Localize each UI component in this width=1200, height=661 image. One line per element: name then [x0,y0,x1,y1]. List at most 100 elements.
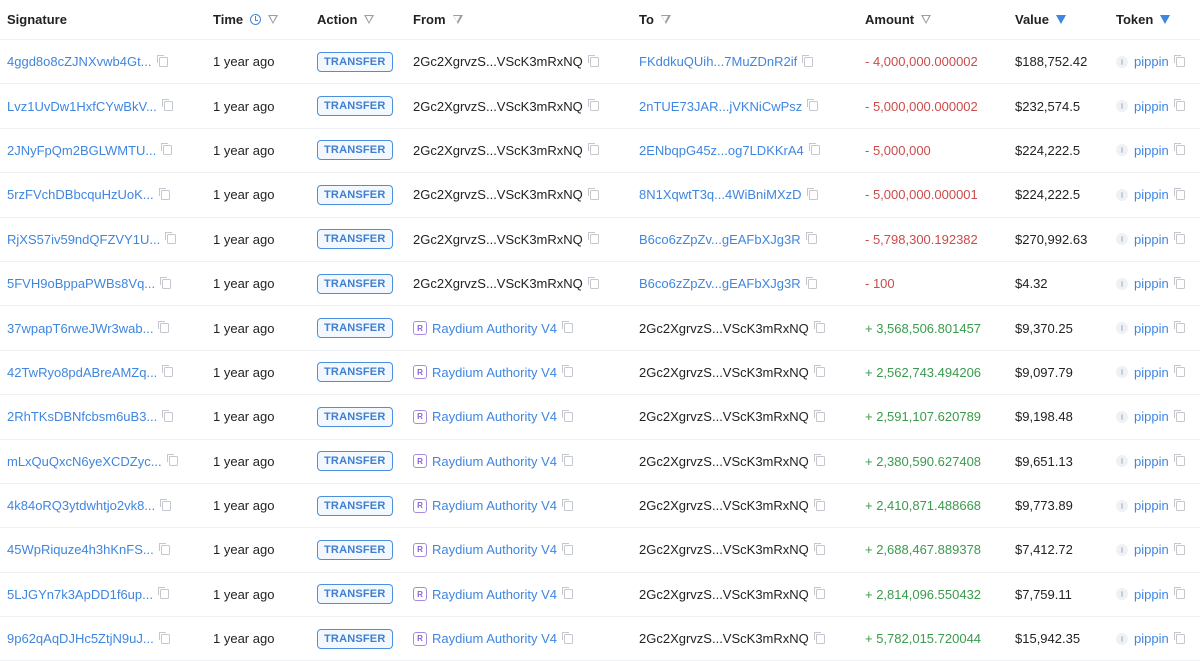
copy-icon[interactable] [160,498,172,511]
token-link[interactable]: pippin [1134,54,1169,70]
to-link[interactable]: 2ENbqpG45z...og7LDKKrA4 [639,142,804,158]
copy-icon[interactable] [1173,542,1185,555]
copy-icon[interactable] [1173,54,1185,67]
copy-icon[interactable] [805,232,817,245]
copy-icon[interactable] [813,631,825,644]
filter-icon[interactable] [364,15,375,24]
from-link[interactable]: Raydium Authority V4 [432,453,558,469]
signature-link[interactable]: 5rzFVchDBbcquHzUoK... [7,187,154,203]
signature-link[interactable]: 2RhTKsDBNfcbsm6uB3... [7,409,158,425]
signature-link[interactable]: mLxQuQxcN6yeXCDZyc... [7,453,162,469]
copy-icon[interactable] [1173,631,1185,644]
copy-icon[interactable] [562,631,574,644]
token-link[interactable]: pippin [1134,142,1169,158]
signature-link[interactable]: 5LJGYn7k3ApDD1f6up... [7,586,153,602]
signature-link[interactable]: 42TwRyo8pdABreAMZq... [7,364,158,380]
copy-icon[interactable] [587,232,599,245]
to-link[interactable]: 8N1XqwtT3q...4WiBniMXzD [639,187,802,203]
copy-icon[interactable] [802,54,814,67]
token-link[interactable]: pippin [1134,586,1169,602]
copy-icon[interactable] [158,631,170,644]
copy-icon[interactable] [562,409,574,422]
filter-icon[interactable] [268,15,279,24]
token-link[interactable]: pippin [1134,187,1169,203]
to-link[interactable]: 2nTUE73JAR...jVKNiCwPsz [639,98,803,114]
copy-icon[interactable] [813,542,825,555]
copy-icon[interactable] [587,54,599,67]
token-link[interactable]: pippin [1134,231,1169,247]
copy-icon[interactable] [813,409,825,422]
copy-icon[interactable] [562,365,574,378]
token-link[interactable]: pippin [1134,453,1169,469]
token-link[interactable]: pippin [1134,631,1169,647]
from-link[interactable]: Raydium Authority V4 [432,586,558,602]
filter-icon[interactable] [1160,15,1171,24]
token-link[interactable]: pippin [1134,364,1169,380]
filter-icon[interactable] [452,15,463,24]
copy-icon[interactable] [162,365,174,378]
copy-icon[interactable] [1173,276,1185,289]
copy-icon[interactable] [1173,99,1185,112]
copy-icon[interactable] [562,321,574,334]
copy-icon[interactable] [562,498,574,511]
copy-icon[interactable] [1173,587,1185,600]
token-link[interactable]: pippin [1134,498,1169,514]
signature-link[interactable]: 4ggd8o8cZJNXvwb4Gt... [7,54,152,70]
copy-icon[interactable] [160,276,172,289]
token-link[interactable]: pippin [1134,276,1169,292]
copy-icon[interactable] [587,187,599,200]
from-link[interactable]: Raydium Authority V4 [432,409,558,425]
copy-icon[interactable] [1173,187,1185,200]
copy-icon[interactable] [165,232,177,245]
from-link[interactable]: Raydium Authority V4 [432,364,558,380]
token-link[interactable]: pippin [1134,409,1169,425]
signature-link[interactable]: 2JNyFpQm2BGLWMTU... [7,142,157,158]
to-link[interactable]: B6co6zZpZv...gEAFbXJg3R [639,231,801,247]
copy-icon[interactable] [158,187,170,200]
copy-icon[interactable] [1173,365,1185,378]
copy-icon[interactable] [1173,454,1185,467]
copy-icon[interactable] [158,321,170,334]
copy-icon[interactable] [806,187,818,200]
copy-icon[interactable] [1173,143,1185,156]
copy-icon[interactable] [805,276,817,289]
from-link[interactable]: Raydium Authority V4 [432,498,558,514]
copy-icon[interactable] [813,454,825,467]
copy-icon[interactable] [166,454,178,467]
copy-icon[interactable] [587,99,599,112]
signature-link[interactable]: 9p62qAqDJHc5ZtjN9uJ... [7,631,154,647]
copy-icon[interactable] [158,542,170,555]
copy-icon[interactable] [157,587,169,600]
signature-link[interactable]: 37wpapT6rweJWr3wab... [7,320,154,336]
token-link[interactable]: pippin [1134,542,1169,558]
copy-icon[interactable] [161,143,173,156]
copy-icon[interactable] [813,365,825,378]
clock-icon[interactable] [250,14,262,25]
filter-icon[interactable] [921,15,932,24]
copy-icon[interactable] [562,542,574,555]
from-link[interactable]: Raydium Authority V4 [432,320,558,336]
filter-icon[interactable] [1055,15,1066,24]
signature-link[interactable]: 4k84oRQ3ytdwhtjo2vk8... [7,498,156,514]
copy-icon[interactable] [813,498,825,511]
copy-icon[interactable] [1173,409,1185,422]
from-link[interactable]: Raydium Authority V4 [432,542,558,558]
signature-link[interactable]: 45WpRiquze4h3hKnFS... [7,542,154,558]
copy-icon[interactable] [562,454,574,467]
copy-icon[interactable] [808,143,820,156]
copy-icon[interactable] [162,409,174,422]
copy-icon[interactable] [1173,498,1185,511]
copy-icon[interactable] [1173,321,1185,334]
signature-link[interactable]: RjXS57iv59ndQFZVY1U... [7,231,161,247]
copy-icon[interactable] [156,54,168,67]
copy-icon[interactable] [1173,232,1185,245]
copy-icon[interactable] [562,587,574,600]
copy-icon[interactable] [587,143,599,156]
from-link[interactable]: Raydium Authority V4 [432,631,558,647]
copy-icon[interactable] [813,321,825,334]
signature-link[interactable]: 5FVH9oBppaPWBs8Vq... [7,276,156,292]
copy-icon[interactable] [161,99,173,112]
token-link[interactable]: pippin [1134,98,1169,114]
copy-icon[interactable] [587,276,599,289]
signature-link[interactable]: Lvz1UvDw1HxfCYwBkV... [7,98,157,114]
